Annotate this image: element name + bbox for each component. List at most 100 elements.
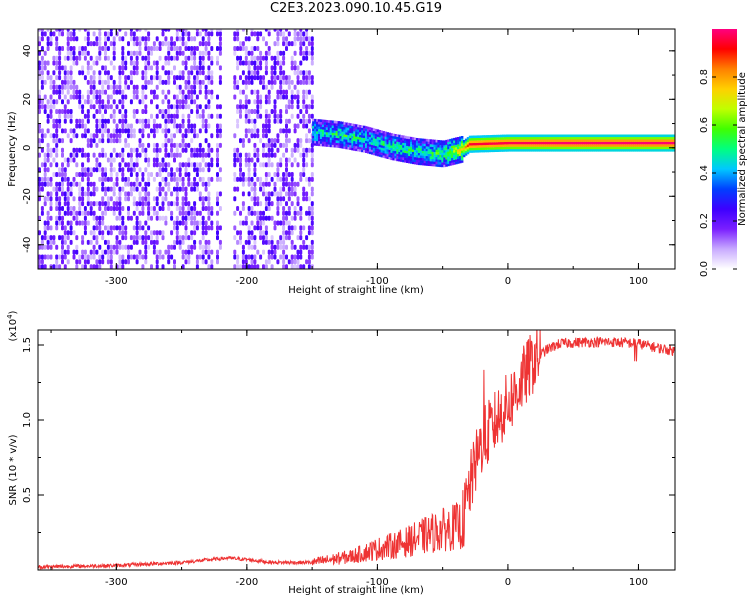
ridge-cell xyxy=(607,144,611,147)
heatmap-cell xyxy=(86,181,90,187)
ridge-cell xyxy=(365,145,368,149)
heatmap-cell xyxy=(244,79,248,85)
heatmap-cell xyxy=(58,65,62,71)
heatmap-cell xyxy=(52,235,56,241)
heatmap-cell xyxy=(72,46,76,51)
heatmap-cell xyxy=(198,104,202,110)
heatmap-cell xyxy=(173,104,176,110)
heatmap-cell xyxy=(112,84,116,90)
heatmap-cell xyxy=(155,123,159,129)
ridge-cell xyxy=(363,140,366,143)
heatmap-cell xyxy=(259,176,263,182)
heatmap-cell xyxy=(75,210,79,216)
ridge-cell xyxy=(558,146,562,150)
ridge-cell xyxy=(592,144,595,147)
heatmap-cell xyxy=(216,191,219,197)
heatmap-cell xyxy=(86,118,90,124)
ridge-cell xyxy=(605,146,609,150)
heatmap-cell xyxy=(201,235,205,241)
heatmap-cell xyxy=(181,138,185,144)
ridge-cell xyxy=(419,143,423,146)
heatmap-cell xyxy=(38,36,41,42)
heatmap-cell xyxy=(63,210,67,216)
heatmap-cell xyxy=(310,239,314,245)
ridge-cell xyxy=(404,140,407,144)
ridge-cell xyxy=(646,139,650,142)
heatmap-cell xyxy=(155,128,159,134)
ridge-cell xyxy=(470,138,474,141)
ridge-cell xyxy=(374,145,378,149)
ridge-cell xyxy=(531,136,534,140)
heatmap-cell xyxy=(207,123,211,129)
heatmap-cell xyxy=(273,225,277,231)
heatmap-cell xyxy=(279,89,283,95)
heatmap-cell xyxy=(201,50,205,56)
heatmap-cell xyxy=(195,46,199,51)
heatmap-cell xyxy=(302,196,306,202)
heatmap-cell xyxy=(307,225,311,231)
ridge-cell xyxy=(368,129,372,133)
heatmap-cell xyxy=(253,65,257,71)
ridge-cell xyxy=(645,141,648,145)
heatmap-cell xyxy=(282,264,286,269)
ridge-cell xyxy=(470,150,474,153)
ridge-cell xyxy=(666,141,669,145)
heatmap-cell xyxy=(259,94,263,100)
ridge-cell xyxy=(337,125,341,129)
heatmap-cell xyxy=(239,41,242,47)
heatmap-cell xyxy=(152,176,156,182)
heatmap-cell xyxy=(112,244,116,250)
heatmap-cell xyxy=(92,167,96,173)
heatmap-cell xyxy=(152,206,156,211)
ridge-cell xyxy=(361,139,364,143)
colorbar-label: Normalized spectral amplitude xyxy=(737,72,748,226)
heatmap-cell xyxy=(293,123,297,129)
heatmap-cell xyxy=(305,70,309,76)
ridge-cell xyxy=(601,149,605,152)
ridge-cell xyxy=(468,135,472,139)
ridge-cell xyxy=(527,144,530,147)
heatmap-cell xyxy=(124,138,128,144)
ridge-cell xyxy=(329,142,333,145)
heatmap-cell xyxy=(164,118,168,124)
heatmap-cell xyxy=(247,109,251,114)
ridge-cell xyxy=(335,128,339,131)
ridge-cell xyxy=(670,141,673,145)
heatmap-cell xyxy=(40,79,44,85)
ridge-cell xyxy=(586,139,589,142)
heatmap-cell xyxy=(276,162,280,168)
heatmap-cell xyxy=(262,84,265,90)
ridge-cell xyxy=(388,154,391,158)
ridge-cell xyxy=(596,134,599,138)
heatmap-cell xyxy=(69,75,73,81)
ridge-cell xyxy=(421,158,425,161)
ridge-cell xyxy=(378,151,382,155)
ridge-cell xyxy=(380,147,384,151)
heatmap-cell xyxy=(259,55,263,61)
heatmap-cell xyxy=(38,50,41,56)
heatmap-cell xyxy=(201,65,205,71)
heatmap-cell xyxy=(92,41,96,47)
heatmap-cell xyxy=(256,55,260,61)
heatmap-cell xyxy=(204,94,208,100)
heatmap-cell xyxy=(216,201,219,207)
ridge-cell xyxy=(627,139,630,142)
heatmap-cell xyxy=(83,167,87,173)
ridge-cell xyxy=(576,146,579,150)
heatmap-cell xyxy=(138,191,142,197)
heatmap-cell xyxy=(75,152,79,158)
heatmap-cell xyxy=(109,196,113,202)
ridge-cell xyxy=(621,141,624,145)
colorbar-tick-label: 0.2 xyxy=(699,213,710,229)
ridge-cell xyxy=(374,138,378,142)
heatmap-cell xyxy=(81,167,85,173)
heatmap-cell xyxy=(233,31,237,37)
heatmap-cell xyxy=(218,142,222,148)
heatmap-cell xyxy=(233,235,237,241)
ridge-cell xyxy=(646,149,650,152)
heatmap-cell xyxy=(247,254,251,260)
heatmap-cell xyxy=(83,220,87,226)
heatmap-cell xyxy=(141,94,145,100)
heatmap-cell xyxy=(198,70,202,76)
ridge-cell xyxy=(365,128,368,132)
